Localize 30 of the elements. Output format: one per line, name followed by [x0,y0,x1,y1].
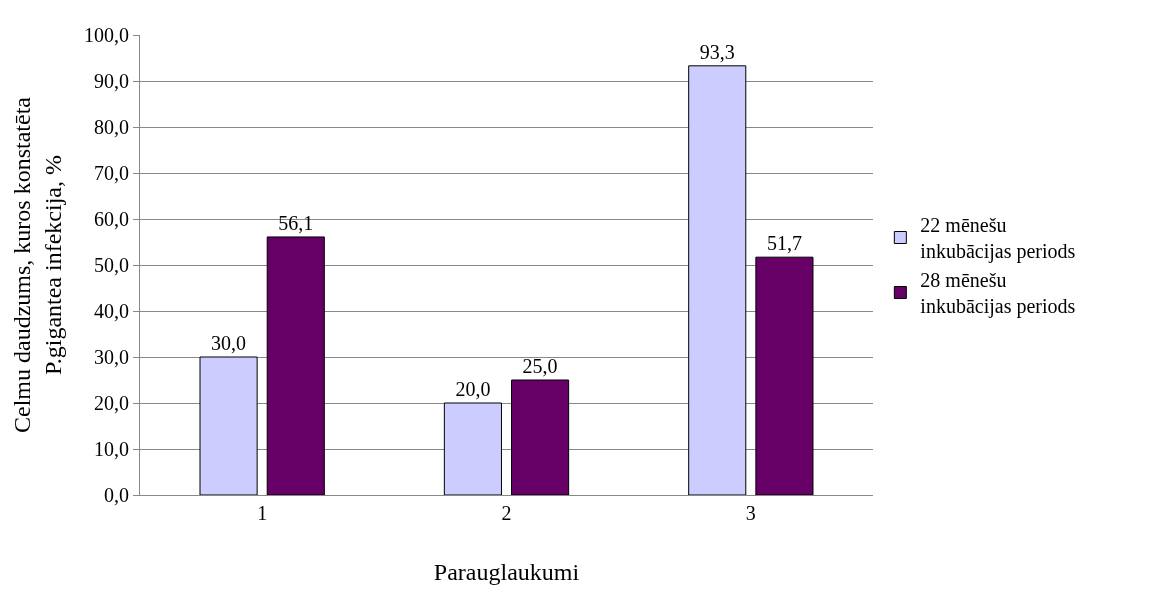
bar [755,256,814,495]
y-tick-label: 100,0 [84,24,129,46]
x-axis-title: Parauglaukumi [433,559,580,586]
data-label: 20,0 [455,378,491,400]
data-label: 30,0 [211,332,247,354]
x-tick-label: 3 [745,502,756,524]
data-label: 25,0 [522,355,558,377]
x-tick-label: 2 [501,502,512,524]
bar [688,65,747,495]
legend-label: 28 mēnešu inkubācijas periods [920,269,1076,319]
y-tick-label: 0,0 [104,484,129,506]
bar [443,402,502,495]
data-label: 51,7 [766,232,802,255]
data-label: 56,1 [278,211,314,234]
x-tick-label: 1 [257,502,268,524]
bar [266,236,325,495]
y-tick-label: 60,0 [94,208,129,230]
y-tick-label: 70,0 [94,162,129,184]
y-tick-label: 30,0 [94,346,129,368]
y-tick-label: 10,0 [94,438,129,460]
y-axis-title: Celmu daudzums, kuros konstatēta P.gigantea infekcija, % [8,96,67,433]
bar [511,379,570,495]
y-tick-label: 50,0 [94,254,129,276]
legend-label: 22 mēnešu inkubācijas periods [920,214,1076,264]
y-tick-label: 80,0 [94,116,129,138]
y-tick-label: 40,0 [94,300,129,322]
y-tick-label: 90,0 [94,70,129,92]
bar [199,356,258,495]
y-tick-label: 20,0 [94,392,129,414]
data-label: 93,3 [699,40,735,63]
